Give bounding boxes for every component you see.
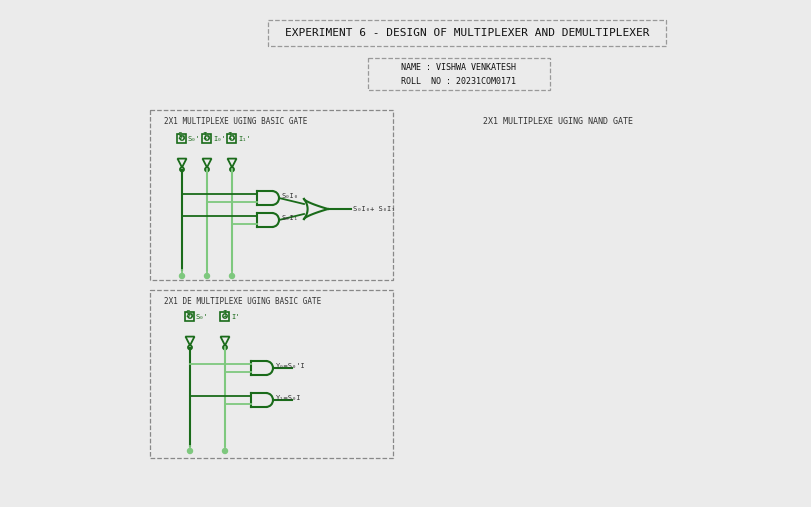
Text: NAME : VISHWA VENKATESH: NAME : VISHWA VENKATESH [401,62,516,71]
Bar [268,20,665,46]
Text: S₀I₁: S₀I₁ [281,215,298,221]
Text: S₀': S₀' [188,136,200,142]
Text: I': I' [230,314,239,320]
Text: I₁: I₁ [227,132,236,141]
Text: S₀I₀: S₀I₀ [281,193,298,199]
Circle shape [204,273,209,278]
Text: 2X1 DE MULTIPLEXE UGING BASIC GATE: 2X1 DE MULTIPLEXE UGING BASIC GATE [164,298,321,307]
Bar [202,133,211,142]
Circle shape [179,273,184,278]
Text: I₀': I₀' [212,136,225,142]
Text: I₁': I₁' [238,136,251,142]
Text: S₀: S₀ [177,132,187,141]
Bar [178,133,187,142]
Bar [150,110,393,280]
Text: S₀I₀+ S₀I₁: S₀I₀+ S₀I₁ [353,206,395,212]
Text: I: I [222,310,227,319]
Circle shape [230,273,234,278]
Bar [150,290,393,458]
Text: Y₀=S₀'I: Y₀=S₀'I [276,363,306,369]
Text: 2X1 MULTIPLEXE UGING BASIC GATE: 2X1 MULTIPLEXE UGING BASIC GATE [164,118,307,127]
Bar [221,311,230,320]
Circle shape [222,449,227,453]
Bar [367,58,549,90]
Text: I₀: I₀ [202,132,212,141]
Text: ROLL  NO : 20231COM0171: ROLL NO : 20231COM0171 [401,77,516,86]
Bar [185,311,195,320]
Text: Y₁=S₀I: Y₁=S₀I [276,395,301,401]
Bar [227,133,236,142]
Circle shape [187,449,192,453]
Text: EXPERIMENT 6 - DESIGN OF MULTIPLEXER AND DEMULTIPLEXER: EXPERIMENT 6 - DESIGN OF MULTIPLEXER AND… [285,28,649,38]
Text: 2X1 MULTIPLEXE UGING NAND GATE: 2X1 MULTIPLEXE UGING NAND GATE [483,118,633,127]
Text: S₀': S₀' [195,314,208,320]
Text: S₀: S₀ [185,310,195,319]
